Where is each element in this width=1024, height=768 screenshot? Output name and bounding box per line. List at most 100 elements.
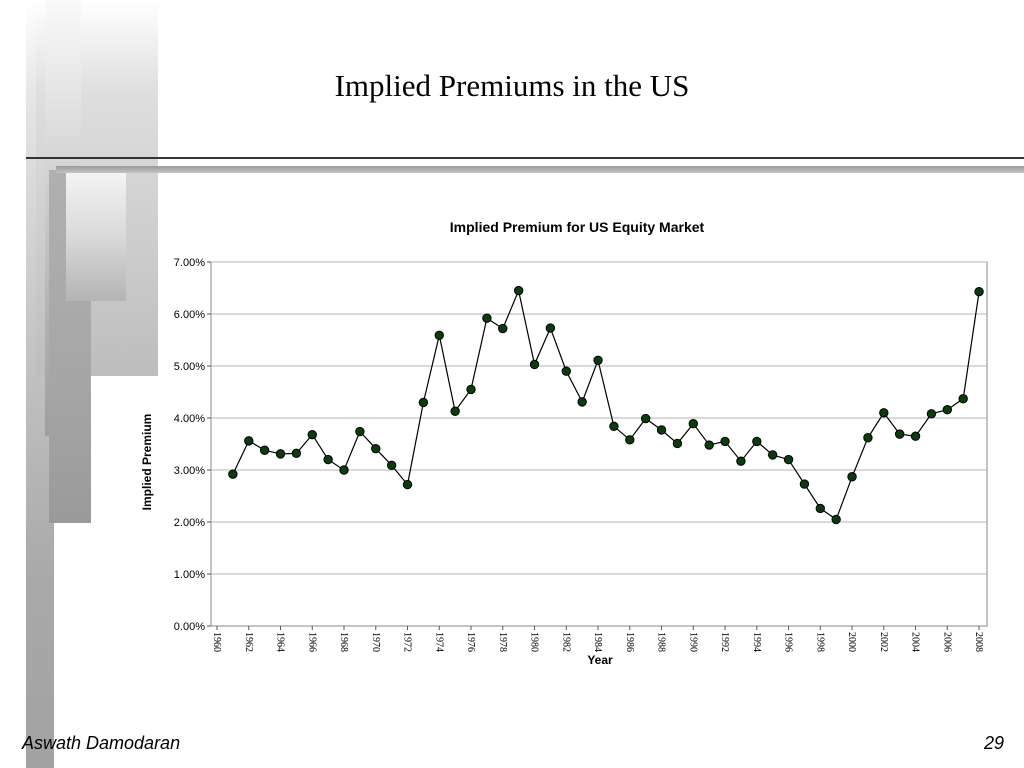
data-point <box>672 438 683 449</box>
data-point <box>958 394 968 404</box>
data-point <box>656 425 667 435</box>
data-point <box>736 456 746 466</box>
data-point <box>577 397 587 407</box>
x-tick-label: 1976 <box>465 632 476 652</box>
x-tick-label: 1960 <box>211 632 222 652</box>
x-tick-label: 1988 <box>656 632 667 652</box>
data-point <box>688 419 698 429</box>
marker-layer <box>228 285 984 525</box>
data-point <box>434 330 444 341</box>
data-point <box>513 285 524 296</box>
x-tick-label: 2004 <box>910 632 921 652</box>
title-divider-band <box>56 166 1024 173</box>
series-line <box>232 288 980 521</box>
data-point <box>625 435 635 445</box>
data-point <box>228 469 238 479</box>
data-point <box>244 436 254 446</box>
x-tick-label: 1964 <box>275 632 286 652</box>
data-point <box>355 426 365 437</box>
slide-title: Implied Premiums in the US <box>334 68 690 103</box>
x-tick-label: 1998 <box>814 632 825 652</box>
x-tick-label: 1978 <box>497 632 508 652</box>
y-tick-label: 0.00% <box>174 621 205 633</box>
data-point <box>498 323 508 334</box>
x-tick-label: 1980 <box>529 632 540 652</box>
x-tick-label: 1996 <box>783 632 794 652</box>
x-tick-label: 2002 <box>878 632 889 652</box>
page-number: 29 <box>983 733 1004 753</box>
data-point <box>640 413 651 424</box>
title-divider-line <box>26 157 1024 159</box>
x-tick-label: 1986 <box>624 632 635 652</box>
y-tick-label: 2.00% <box>174 517 205 529</box>
y-tick-label: 7.00% <box>174 257 205 269</box>
y-tick-label: 3.00% <box>174 465 205 477</box>
x-tick-label: 1968 <box>338 632 349 652</box>
series-layer <box>232 288 980 521</box>
x-tick-label: 2006 <box>941 632 952 652</box>
data-point <box>752 436 762 447</box>
data-point <box>450 406 460 416</box>
data-point <box>894 429 905 439</box>
data-point <box>609 421 619 432</box>
data-point <box>767 450 778 460</box>
data-point <box>418 397 429 408</box>
data-point <box>593 355 603 365</box>
data-point <box>704 440 714 450</box>
x-tick-label: 1990 <box>687 632 698 652</box>
x-tick-label: 1984 <box>592 632 603 652</box>
data-point <box>974 286 984 297</box>
x-tick-label: 1994 <box>751 632 762 652</box>
data-point <box>926 409 937 419</box>
data-point <box>466 384 476 395</box>
data-point <box>402 479 413 490</box>
x-tick-label: 1974 <box>433 632 444 652</box>
data-point <box>783 454 794 465</box>
x-tick-label: 1982 <box>560 632 571 652</box>
data-point <box>482 313 492 323</box>
x-tick-label: 1972 <box>402 632 413 652</box>
data-point <box>339 465 349 475</box>
x-tick-label: 2000 <box>846 632 857 652</box>
y-tick-label: 4.00% <box>174 413 205 425</box>
plot-area <box>210 261 988 627</box>
x-tick-label: 1992 <box>719 632 730 652</box>
data-point <box>847 472 857 482</box>
y-tick-labels: 0.00% 1.00% 2.00% 3.00% 4.00% 5.00% 6.00% 7.00% <box>174 257 205 633</box>
data-point <box>386 460 397 471</box>
chart-title: Implied Premium for US Equity Market <box>450 219 705 235</box>
y-tick-label: 1.00% <box>174 569 205 581</box>
y-tick-label: 6.00% <box>174 309 205 321</box>
x-tick-label: 1966 <box>306 632 317 652</box>
data-point <box>910 431 921 441</box>
y-tick-label: 5.00% <box>174 361 205 373</box>
data-point <box>720 436 730 447</box>
data-point <box>799 479 810 489</box>
x-tick-labels: 1960 1962 1964 1966 1968 1970 1972 1974 1976 1978… <box>211 632 984 652</box>
x-axis-label: Year <box>587 653 613 667</box>
x-tick-label: 1962 <box>243 632 254 652</box>
data-point <box>942 404 953 415</box>
data-point <box>831 514 841 525</box>
x-tick-marks <box>216 626 980 630</box>
data-point <box>529 359 540 370</box>
data-point <box>879 408 889 418</box>
footer-author: Aswath Damodaran <box>22 733 181 753</box>
data-point <box>323 454 333 465</box>
data-point <box>561 366 571 376</box>
data-point <box>259 445 270 455</box>
data-point <box>863 433 873 443</box>
data-point <box>815 503 825 514</box>
data-point <box>275 449 286 459</box>
data-point <box>371 443 381 454</box>
decorative-gradient-block <box>66 172 126 301</box>
data-point <box>307 429 317 440</box>
x-tick-label: 2008 <box>973 632 984 652</box>
grid-layer <box>207 261 987 627</box>
y-axis-label: Implied Premium <box>140 414 154 511</box>
data-point <box>291 448 302 459</box>
x-tick-label: 1970 <box>370 632 381 652</box>
data-point <box>545 323 556 333</box>
